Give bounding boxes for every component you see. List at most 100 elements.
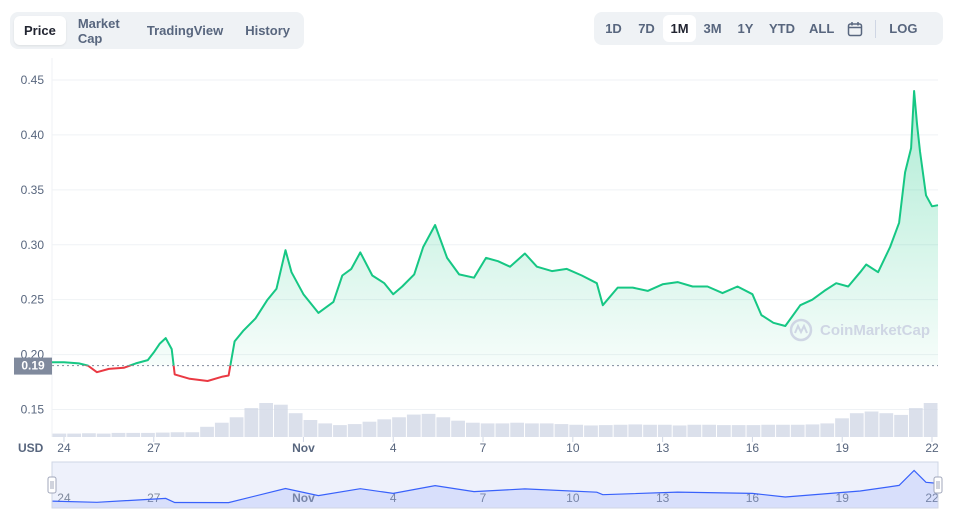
volume-bar [141, 432, 155, 437]
volume-bar [52, 433, 67, 437]
volume-bar [185, 432, 200, 437]
volume-bar [539, 423, 554, 437]
range-all-button[interactable]: ALL [809, 21, 835, 36]
volume-bar [96, 433, 111, 437]
volume-bar [643, 424, 657, 437]
volume-bar [894, 414, 908, 437]
volume-bar [908, 408, 923, 437]
navigator-frame [51, 461, 939, 509]
range-ytd-button[interactable]: YTD [769, 21, 795, 36]
y-tick-label: 0.35 [21, 183, 45, 197]
range-navigator: 24 27 Nov 4 7 10 13 16 19 22 [47, 461, 943, 509]
volume-bar [731, 425, 746, 437]
volume-bar [628, 424, 643, 437]
price-line-down [83, 365, 232, 382]
range-3m-button[interactable]: 3M [703, 21, 722, 36]
range-1m-button[interactable]: 1M [663, 15, 696, 42]
navigator-tick-label: 27 [147, 491, 161, 505]
volume-bar [923, 403, 938, 437]
volume-bar [436, 417, 451, 437]
y-axis: 0.45 0.40 0.35 0.30 0.25 0.20 0.15 [21, 73, 45, 417]
volume-bars [52, 403, 938, 437]
navigator-tick-label: 24 [57, 491, 71, 505]
volume-bar [776, 424, 790, 437]
volume-bar [687, 424, 702, 437]
price-area-fill [52, 91, 938, 366]
volume-bar [214, 422, 229, 437]
volume-bar [200, 426, 214, 437]
y-tick-label: 0.45 [21, 73, 45, 87]
range-7d-button[interactable]: 7D [638, 21, 655, 36]
volume-bar [82, 433, 96, 437]
volume-bar [569, 424, 584, 437]
x-tick-label: 19 [836, 441, 850, 455]
volume-bar [879, 413, 894, 437]
navigator-tick-label: 4 [390, 491, 397, 505]
navigator-tick-label: 19 [836, 491, 850, 505]
volume-bar [480, 423, 495, 437]
gridlines [51, 58, 938, 437]
volume-bar [406, 414, 421, 437]
y-tick-label: 0.15 [21, 403, 45, 417]
volume-bar [613, 424, 628, 437]
tab-history[interactable]: History [245, 23, 290, 38]
navigator-right-handle[interactable] [933, 476, 943, 494]
volume-bar [584, 425, 598, 437]
volume-bar [746, 425, 761, 437]
volume-bar [465, 422, 480, 437]
volume-bar [761, 424, 776, 437]
tab-tradingview[interactable]: TradingView [146, 23, 224, 38]
volume-bar [303, 420, 318, 437]
volume-bar [67, 433, 82, 437]
currency-label: USD [18, 441, 44, 455]
x-tick-label: 22 [925, 441, 939, 455]
volume-bar [421, 413, 436, 437]
navigator-tick-label: 16 [746, 491, 760, 505]
calendar-icon[interactable] [841, 21, 869, 37]
navigator-left-handle[interactable] [47, 476, 57, 494]
x-tick-label: 16 [746, 441, 760, 455]
volume-bar [598, 425, 613, 437]
navigator-background [52, 462, 938, 508]
volume-bar [170, 432, 185, 437]
chart-tabs: Price Market Cap TradingView History [10, 12, 304, 49]
tab-market-cap[interactable]: Market Cap [77, 15, 120, 46]
x-tick-label: 4 [390, 441, 397, 455]
tab-price[interactable]: Price [14, 16, 66, 45]
navigator-line [51, 469, 939, 504]
y-tick-label: 0.30 [21, 238, 45, 252]
volume-bar [525, 423, 539, 437]
volume-bar [244, 408, 259, 437]
volume-bar [820, 423, 835, 437]
reference-price: 0.19 [14, 357, 938, 375]
volume-bar [155, 432, 170, 437]
navigator-tick-label: 13 [656, 491, 670, 505]
volume-bar [672, 425, 687, 437]
volume-bar [259, 403, 273, 437]
navigator-area [52, 470, 938, 508]
volume-bar [347, 424, 362, 437]
x-tick-label: 7 [480, 441, 487, 455]
divider [875, 19, 877, 38]
reference-label: 0.19 [21, 359, 45, 373]
watermark-text: CoinMarketCap [820, 322, 930, 339]
volume-bar [362, 421, 377, 437]
price-line-up [52, 90, 939, 366]
volume-bar [333, 425, 347, 437]
x-tick-label: 10 [566, 441, 580, 455]
volume-bar [790, 424, 805, 437]
volume-bar [657, 424, 672, 437]
x-tick-label: Nov [292, 441, 315, 455]
time-range-selector: 1D 7D 1M 3M 1Y YTD ALL LOG [594, 12, 943, 45]
volume-bar [288, 413, 303, 437]
range-1y-button[interactable]: 1Y [737, 21, 754, 36]
volume-bar [849, 413, 864, 437]
y-tick-label: 0.25 [21, 293, 45, 307]
range-1d-button[interactable]: 1D [605, 21, 622, 36]
navigator-tick-label: 10 [566, 491, 580, 505]
navigator-tick-label: 7 [480, 491, 487, 505]
log-scale-button[interactable]: LOG [889, 21, 918, 36]
navigator-tick-label: 22 [925, 491, 939, 505]
y-tick-label: 0.40 [21, 128, 45, 142]
